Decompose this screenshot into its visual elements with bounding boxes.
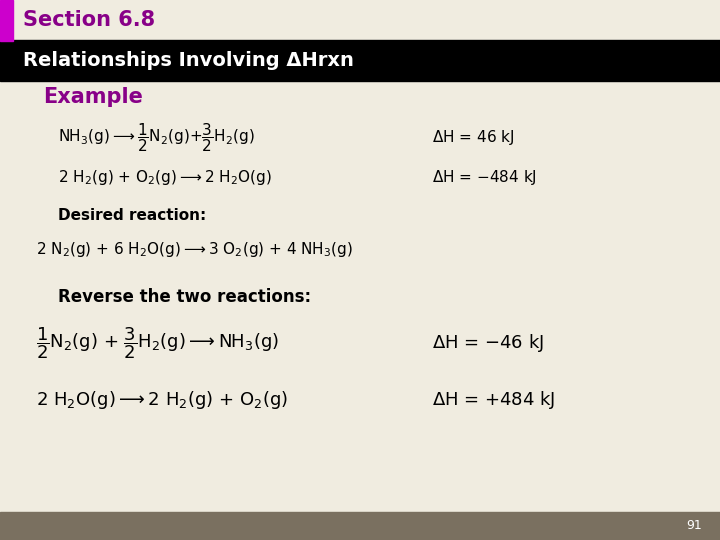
Text: 2 H$_2$O(g)$\longrightarrow$2 H$_2$(g) + O$_2$(g): 2 H$_2$O(g)$\longrightarrow$2 H$_2$(g) +… (36, 389, 288, 410)
Text: Example: Example (43, 87, 143, 107)
Bar (0, 40, 720, 81)
Text: $\dfrac{1}{2}$N$_2$(g) $+$ $\dfrac{3}{2}$H$_2$(g)$\longrightarrow$NH$_3$(g): $\dfrac{1}{2}$N$_2$(g) $+$ $\dfrac{3}{2}… (36, 325, 279, 361)
Text: $\Delta$H = 46 kJ: $\Delta$H = 46 kJ (432, 128, 514, 147)
Text: Section 6.8: Section 6.8 (23, 10, 156, 30)
Text: Reverse the two reactions:: Reverse the two reactions: (58, 288, 311, 306)
Bar (0, 512, 720, 540)
Text: Relationships Involving ΔHrxn: Relationships Involving ΔHrxn (23, 51, 354, 70)
Text: 2 N$_2$(g) + 6 H$_2$O(g)$\longrightarrow$3 O$_2$(g) + 4 NH$_3$(g): 2 N$_2$(g) + 6 H$_2$O(g)$\longrightarrow… (36, 240, 353, 259)
Text: 2 H$_2$(g) + O$_2$(g)$\longrightarrow$2 H$_2$O(g): 2 H$_2$(g) + O$_2$(g)$\longrightarrow$2 … (58, 167, 271, 187)
Text: $\Delta$H = $-$46 kJ: $\Delta$H = $-$46 kJ (432, 332, 544, 354)
Text: $\Delta$H = +484 kJ: $\Delta$H = +484 kJ (432, 389, 555, 410)
Bar (0, 0, 13, 40)
Text: Desired reaction:: Desired reaction: (58, 208, 206, 224)
Text: NH$_3$(g)$\longrightarrow$$\dfrac{1}{2}$N$_2$(g)$+$$\dfrac{3}{2}$H$_2$(g): NH$_3$(g)$\longrightarrow$$\dfrac{1}{2}$… (58, 122, 254, 154)
Text: 91: 91 (686, 519, 702, 532)
Text: $\Delta$H = $-$484 kJ: $\Delta$H = $-$484 kJ (432, 167, 537, 187)
Bar (0, 0, 720, 40)
